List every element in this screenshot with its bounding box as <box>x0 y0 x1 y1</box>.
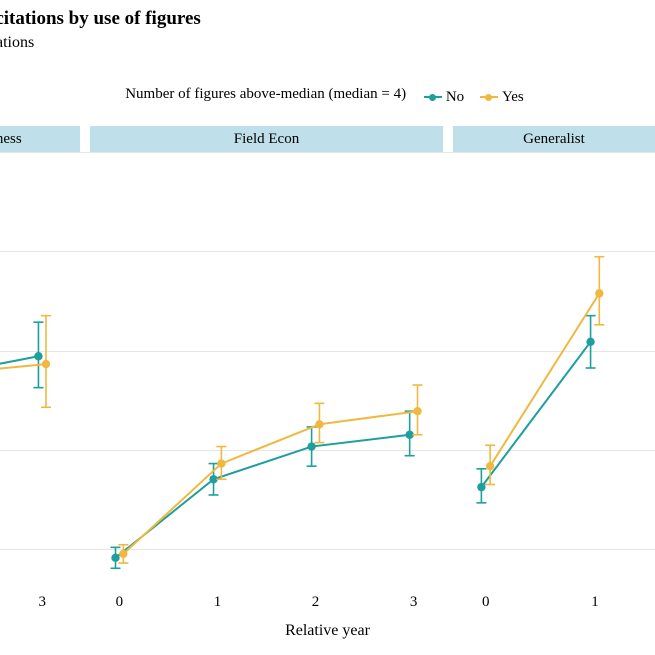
panel-svg <box>90 152 443 584</box>
data-point <box>595 289 603 297</box>
x-tick: 0 <box>482 594 490 611</box>
chart-root: { "title": "d citations by use of figure… <box>0 0 655 655</box>
data-point <box>315 420 323 428</box>
x-tick: 0 <box>116 594 124 611</box>
x-tick: 3 <box>410 594 418 611</box>
chart-title: d citations by use of figures <box>0 8 201 30</box>
facet-strip: Business <box>0 126 80 152</box>
data-point <box>307 442 315 450</box>
legend-label: Number of figures above-median (median =… <box>125 86 406 102</box>
panel <box>0 152 80 584</box>
legend-item-no: No <box>424 89 464 106</box>
legend: Number of figures above-median (median =… <box>0 86 655 106</box>
x-tick: 3 <box>38 594 46 611</box>
data-point <box>486 462 494 470</box>
data-point <box>111 554 119 562</box>
series-line <box>490 293 599 466</box>
series-line <box>123 411 417 554</box>
x-axis-label: Relative year <box>0 622 655 640</box>
legend-swatch-no <box>424 96 442 98</box>
x-tick: 1 <box>591 594 599 611</box>
legend-text-yes: Yes <box>502 89 524 106</box>
data-point <box>217 459 225 467</box>
data-point <box>477 483 485 491</box>
legend-item-yes: Yes <box>480 89 524 106</box>
data-point <box>119 550 127 558</box>
data-point <box>586 338 594 346</box>
panel <box>90 152 443 584</box>
series-line <box>481 342 590 487</box>
facet-strip: Field Econ <box>90 126 443 152</box>
chart-subtitle: citations <box>0 34 34 52</box>
x-tick: 1 <box>214 594 222 611</box>
panel-svg <box>453 152 655 584</box>
panel-svg <box>0 152 80 584</box>
x-tick: 2 <box>312 594 320 611</box>
plot-area <box>0 152 655 584</box>
data-point <box>413 407 421 415</box>
data-point <box>42 360 50 368</box>
series-line <box>115 435 409 558</box>
facet-strip: Generalist <box>453 126 655 152</box>
panel <box>453 152 655 584</box>
facet-strips: Business Field Econ Generalist <box>0 126 655 152</box>
data-point <box>34 352 42 360</box>
legend-text-no: No <box>446 89 464 106</box>
legend-swatch-yes <box>480 96 498 98</box>
